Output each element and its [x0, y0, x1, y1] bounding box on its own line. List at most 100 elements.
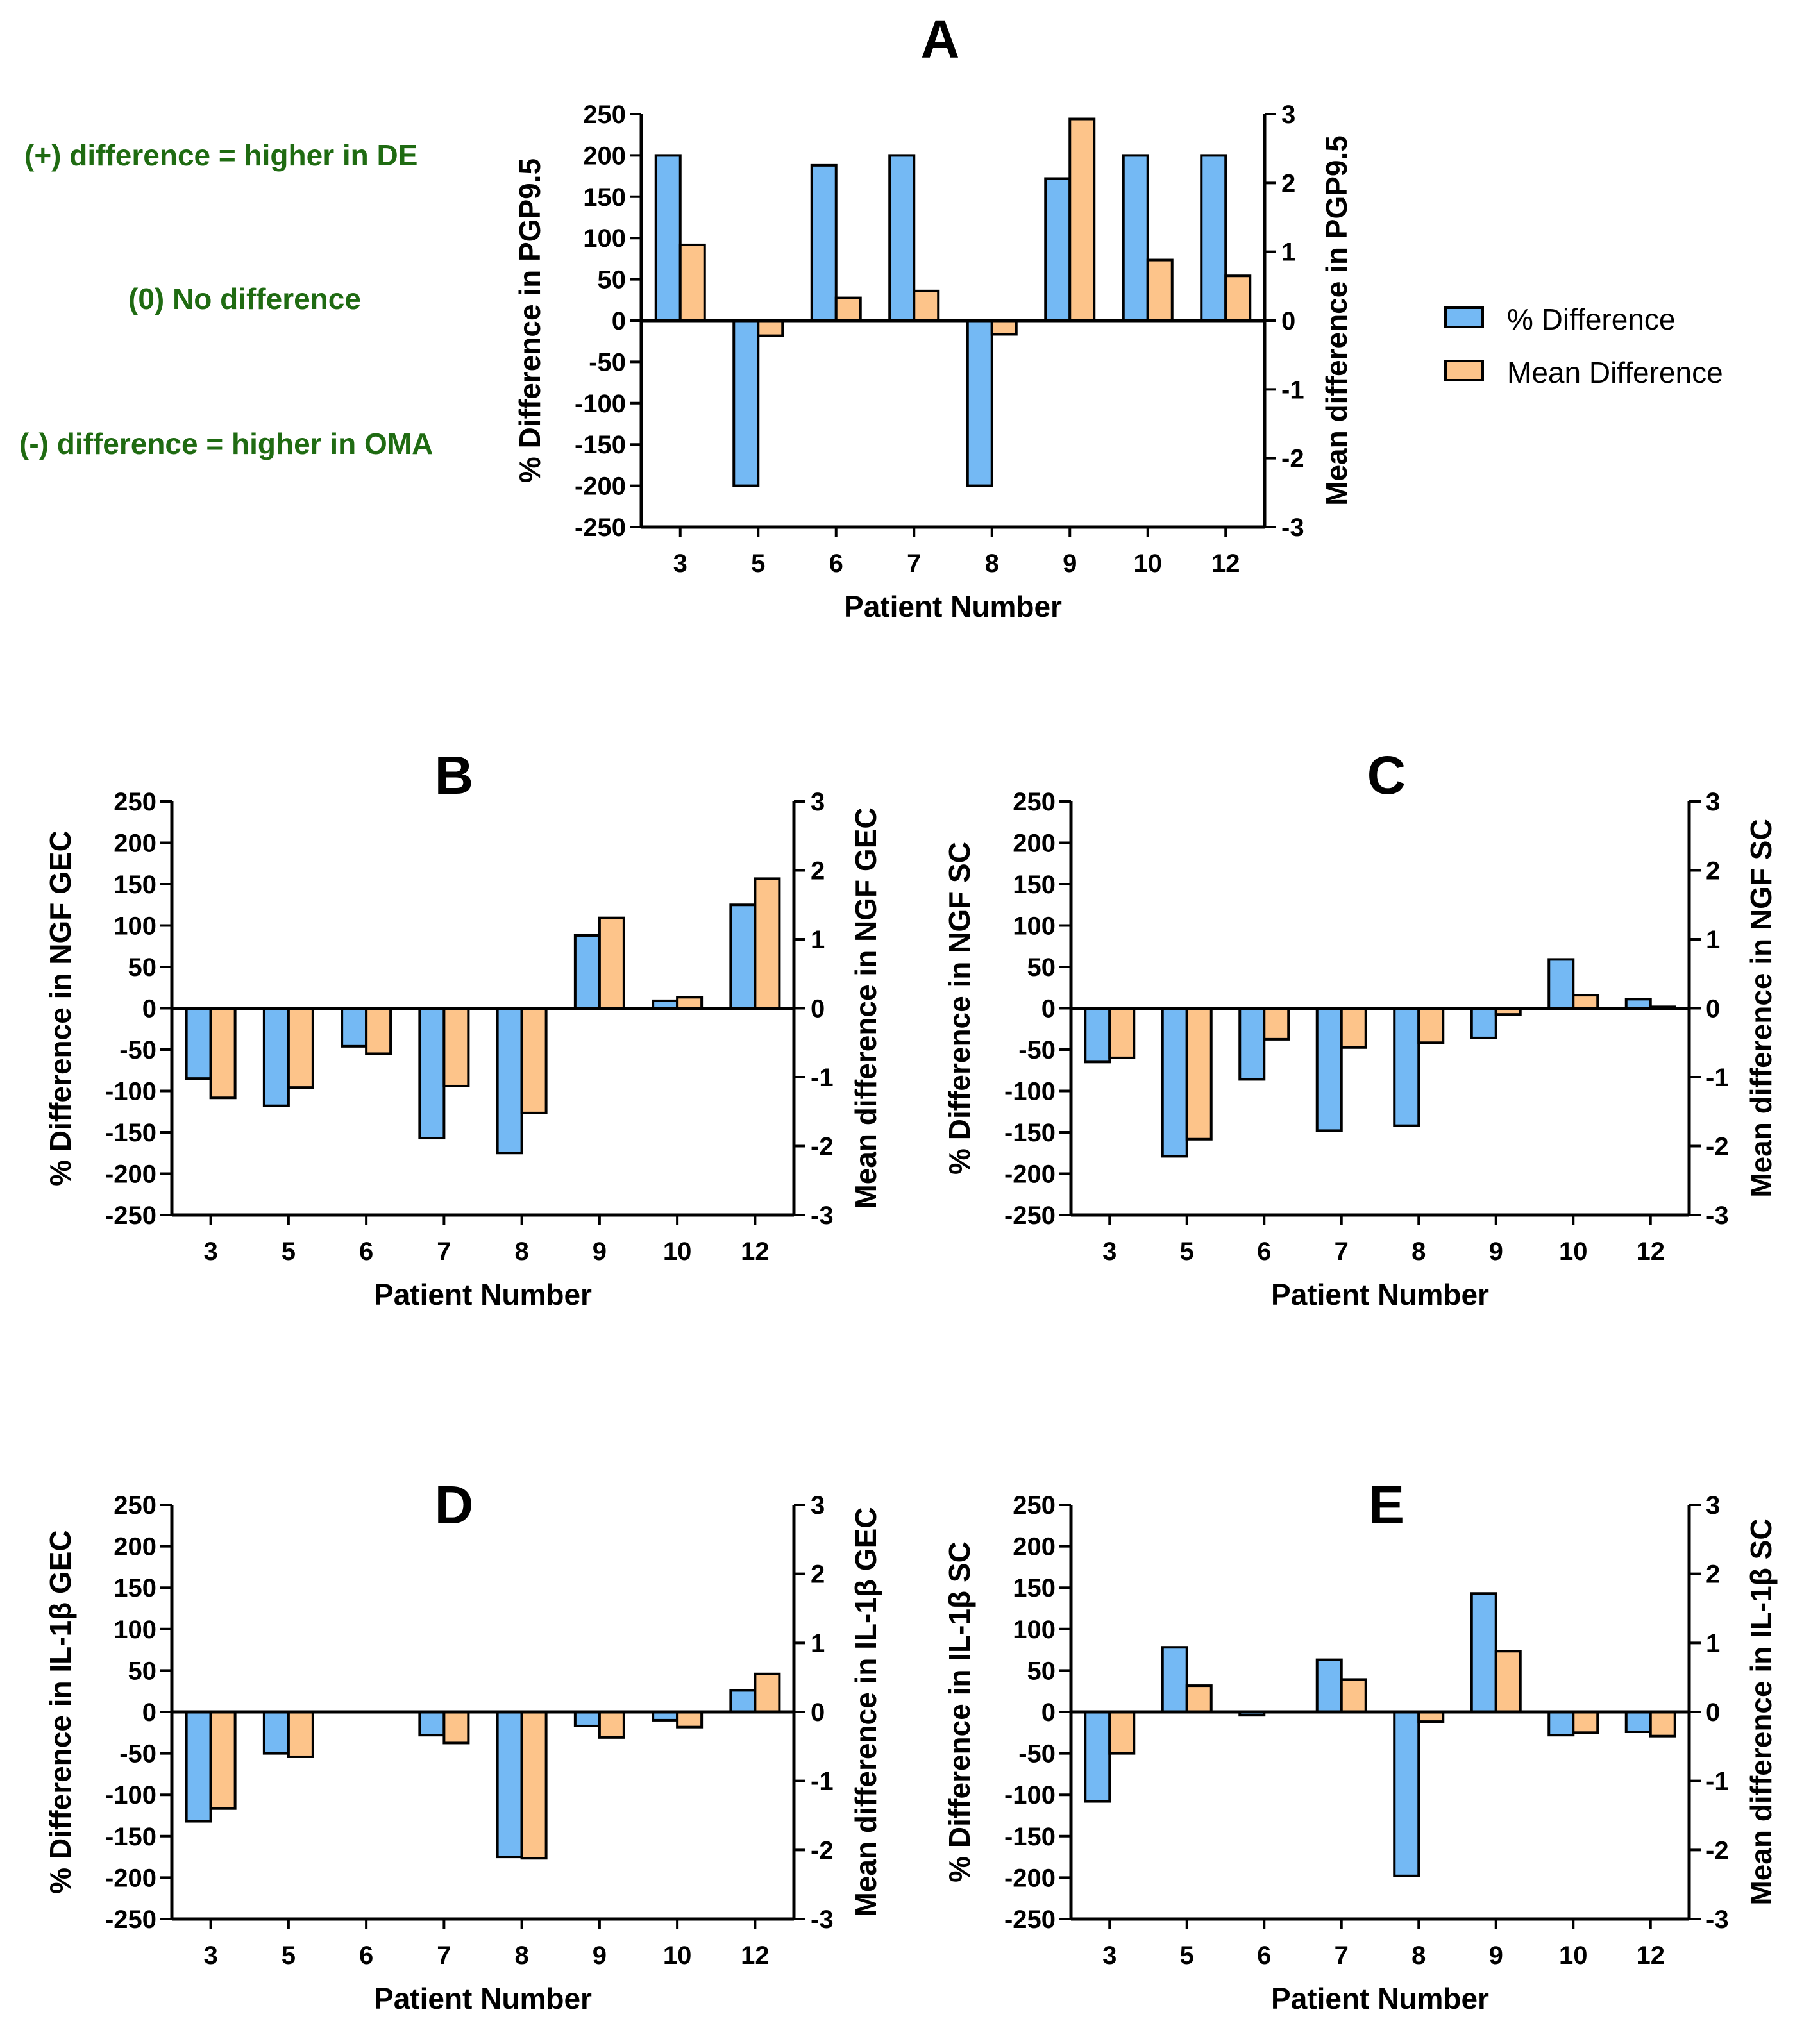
y-tick-label: -100: [575, 390, 626, 418]
y2-tick-label: 2: [1706, 857, 1720, 885]
y-axis-title: % Difference in PGP9.5: [513, 158, 546, 483]
y-tick-label: 250: [114, 1491, 156, 1520]
y-tick-label: -150: [105, 1823, 156, 1851]
x-axis-title: Patient Number: [844, 590, 1062, 623]
panel-letter: C: [1367, 745, 1406, 805]
bar-pct-difference: [1470, 1592, 1497, 1713]
y-tick-label: 150: [1013, 1574, 1056, 1602]
y2-axis-title: Mean difference in NGF SC: [1744, 819, 1778, 1197]
note-positive: (+) difference = higher in DE: [24, 138, 417, 172]
bar-mean-difference: [754, 877, 781, 1010]
y2-tick-label: 1: [1706, 926, 1720, 954]
x-tick-label: 7: [1335, 1237, 1349, 1266]
y-tick-label: -100: [105, 1078, 156, 1106]
bar-mean-difference: [1068, 117, 1096, 322]
y-tick-label: -50: [1018, 1036, 1056, 1064]
y-axis-title: % Difference in IL-1β GEC: [44, 1530, 77, 1893]
x-tick-label: 10: [663, 1237, 692, 1266]
y-tick-label: -250: [105, 1906, 156, 1934]
y-tick-label: 0: [142, 1698, 156, 1727]
x-tick-label: 8: [1411, 1941, 1426, 1970]
x-tick-label: 6: [1257, 1237, 1271, 1266]
bar-mean-difference: [598, 1711, 625, 1739]
y2-tick-label: 0: [1281, 307, 1295, 335]
x-tick-label: 3: [1102, 1941, 1116, 1970]
y2-tick-label: -3: [1706, 1202, 1729, 1230]
bar-mean-difference: [209, 1007, 237, 1100]
y2-axis-title: Mean difference in IL-1β SC: [1744, 1518, 1778, 1905]
x-tick-label: 12: [1637, 1237, 1665, 1266]
y-tick-label: 250: [583, 101, 626, 129]
y2-tick-label: 1: [811, 1629, 825, 1657]
y2-tick-label: 1: [1281, 239, 1295, 267]
bar-mean-difference: [676, 996, 704, 1010]
bar-mean-difference: [1185, 1684, 1213, 1714]
x-tick-label: 9: [1063, 549, 1077, 578]
note-zero: (0) No difference: [128, 282, 361, 315]
bar-mean-difference: [1572, 994, 1599, 1010]
y2-tick-label: 0: [811, 995, 825, 1023]
bar-pct-difference: [262, 1711, 290, 1755]
y-tick-label: -200: [1004, 1161, 1056, 1189]
y-tick-label: 150: [114, 1574, 156, 1602]
x-tick-label: 12: [741, 1941, 770, 1970]
bar-mean-difference: [442, 1007, 470, 1087]
x-tick-label: 7: [1335, 1941, 1349, 1970]
y2-tick-label: 0: [1706, 1698, 1720, 1727]
legend-swatch-pct: [1444, 306, 1484, 328]
bar-pct-difference: [573, 934, 601, 1010]
bar-pct-difference: [1624, 1711, 1652, 1734]
y-tick-label: 100: [583, 224, 626, 253]
y2-tick-label: 3: [1706, 1491, 1720, 1520]
y2-axis-title: Mean difference in NGF GEC: [849, 807, 882, 1209]
x-tick-label: 7: [437, 1237, 451, 1266]
bar-mean-difference: [834, 296, 862, 322]
x-tick-label: 12: [741, 1237, 770, 1266]
x-tick-label: 9: [593, 1941, 607, 1970]
y-tick-label: -100: [1004, 1078, 1056, 1106]
y-tick-label: -100: [1004, 1781, 1056, 1809]
y-tick-label: 0: [1041, 1698, 1056, 1727]
y2-tick-label: -1: [811, 1064, 834, 1092]
y2-tick-label: 2: [1281, 169, 1295, 197]
y-tick-label: 200: [1013, 1533, 1056, 1561]
y2-tick-label: 3: [811, 1491, 825, 1520]
bar-pct-difference: [418, 1711, 446, 1737]
y-tick-label: -250: [105, 1202, 156, 1230]
bar-pct-difference: [810, 163, 838, 322]
bar-mean-difference: [520, 1007, 548, 1114]
bar-mean-difference: [209, 1711, 237, 1810]
x-tick-label: 7: [437, 1941, 451, 1970]
y-tick-label: 50: [128, 1657, 157, 1685]
y-tick-label: 50: [1027, 953, 1056, 982]
x-tick-label: 8: [1411, 1237, 1426, 1266]
y-tick-label: -50: [119, 1740, 156, 1768]
bar-pct-difference: [729, 903, 757, 1010]
y2-tick-label: 3: [811, 788, 825, 816]
x-tick-label: 5: [1180, 1941, 1194, 1970]
bar-mean-difference: [1108, 1711, 1136, 1755]
x-tick-label: 9: [593, 1237, 607, 1266]
x-tick-label: 8: [515, 1237, 529, 1266]
bar-pct-difference: [1161, 1646, 1188, 1714]
y-tick-label: -50: [589, 348, 626, 376]
bar-pct-difference: [729, 1689, 757, 1713]
x-tick-label: 10: [1559, 1941, 1588, 1970]
y2-tick-label: 2: [1706, 1561, 1720, 1589]
bar-pct-difference: [1084, 1711, 1111, 1803]
x-axis-title: Patient Number: [1271, 1278, 1489, 1311]
y-tick-label: 250: [114, 788, 156, 816]
y-tick-label: -150: [1004, 1119, 1056, 1147]
bar-mean-difference: [678, 243, 706, 322]
bar-pct-difference: [888, 154, 916, 322]
y2-tick-label: -2: [1281, 445, 1304, 473]
panel-letter: B: [435, 745, 474, 805]
y-tick-label: 150: [1013, 871, 1056, 899]
y2-tick-label: -1: [1706, 1064, 1729, 1092]
bar-pct-difference: [418, 1007, 446, 1140]
y2-tick-label: -2: [1706, 1133, 1729, 1161]
y2-tick-label: 1: [1706, 1629, 1720, 1657]
bar-mean-difference: [1417, 1007, 1445, 1044]
y-tick-label: 150: [114, 871, 156, 899]
y-tick-label: -250: [1004, 1202, 1056, 1230]
